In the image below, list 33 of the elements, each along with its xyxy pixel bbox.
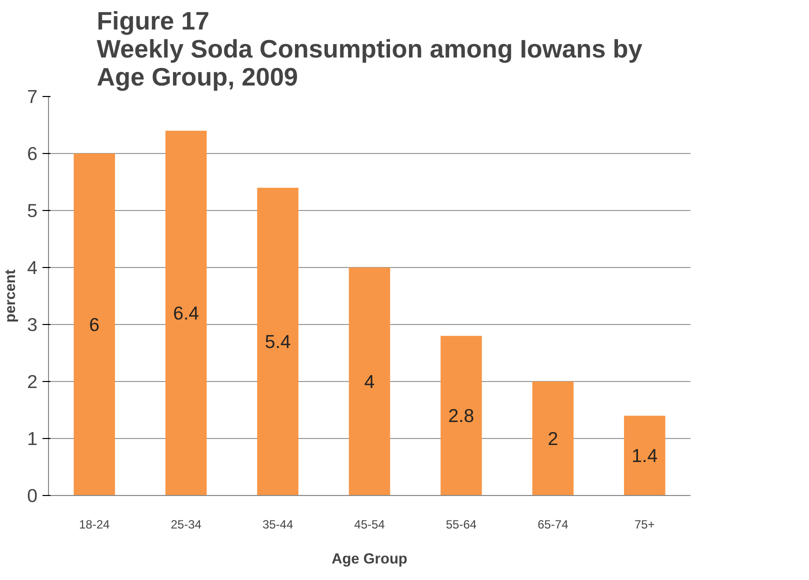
y-tick-label: 6 xyxy=(27,143,38,164)
bar xyxy=(348,268,390,496)
y-axis-title: percent xyxy=(3,269,20,322)
bar xyxy=(257,188,298,496)
y-tick-label: 4 xyxy=(27,257,38,278)
data-label: 5.4 xyxy=(264,331,291,352)
chart-subtitle: Weekly Soda Consumption among Iowans by Age Group, 2009 xyxy=(96,36,642,92)
y-tick-label: 5 xyxy=(27,200,38,221)
y-tick-label: 0 xyxy=(27,485,38,506)
x-tick-label: 18-24 xyxy=(79,518,110,532)
bar xyxy=(624,416,666,496)
x-tick-label: 35-44 xyxy=(262,518,294,532)
data-label: 1.4 xyxy=(632,445,658,466)
data-label: 2 xyxy=(548,428,558,449)
x-tick-label: 65-74 xyxy=(538,518,569,532)
chart-title: Figure 17 xyxy=(96,8,210,36)
y-tick-label: 7 xyxy=(27,86,38,107)
y-tick-label: 1 xyxy=(27,428,38,449)
bar xyxy=(440,336,482,496)
x-tick-label: 55-64 xyxy=(446,518,477,532)
bar xyxy=(74,154,115,496)
x-tick-label: 45-54 xyxy=(354,518,386,532)
bar xyxy=(532,382,574,496)
x-tick-label: 75+ xyxy=(634,518,655,532)
data-label: 6 xyxy=(89,314,100,335)
data-label: 4 xyxy=(364,371,375,392)
y-tick-label: 2 xyxy=(27,371,38,392)
x-axis-title: Age Group xyxy=(332,552,408,568)
data-label: 2.8 xyxy=(448,405,474,426)
x-tick-label: 25-34 xyxy=(170,518,202,532)
data-label: 6.4 xyxy=(173,302,200,324)
bar xyxy=(165,130,207,496)
y-tick-label: 3 xyxy=(27,314,38,335)
